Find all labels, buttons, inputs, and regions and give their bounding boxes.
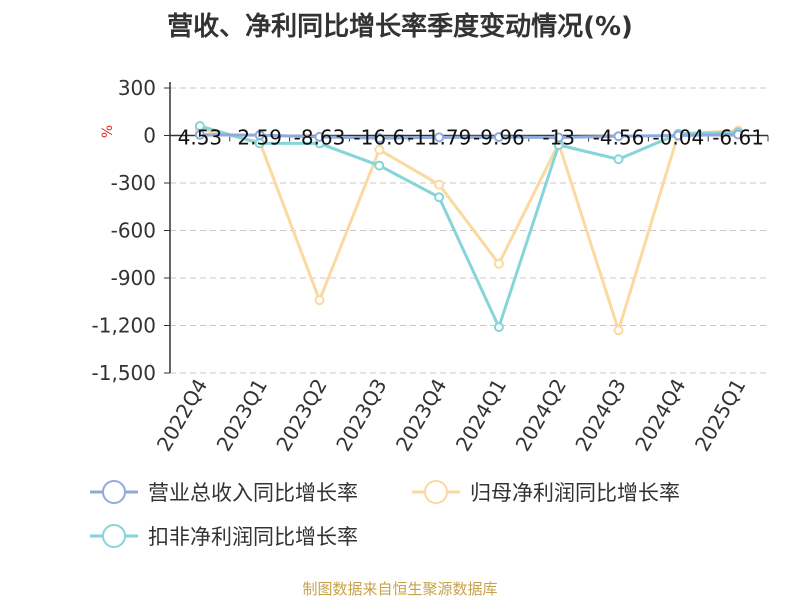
- data-point: [434, 192, 445, 203]
- y-tick-label: -1,200: [92, 314, 156, 338]
- data-label: -6.61: [712, 126, 764, 150]
- data-label: 4.53: [178, 126, 223, 150]
- data-point: [613, 325, 624, 336]
- data-point: [553, 132, 564, 143]
- x-tick-label: 2024Q4: [630, 375, 690, 456]
- x-tick-label: 2023Q3: [331, 375, 391, 456]
- data-point: [314, 131, 325, 142]
- series-line: [199, 124, 739, 329]
- x-tick-label: 2024Q1: [451, 375, 511, 456]
- x-tick-label: 2024Q2: [511, 375, 571, 456]
- data-label: -13: [542, 126, 575, 150]
- data-point: [434, 179, 445, 190]
- data-label: 2.59: [237, 126, 282, 150]
- data-point: [254, 130, 265, 141]
- x-tick-label: 2023Q1: [212, 375, 272, 456]
- data-label: -4.56: [593, 126, 645, 150]
- legend-marker: [102, 480, 126, 504]
- x-tick-label: 2024Q3: [570, 375, 630, 456]
- data-point: [374, 160, 385, 171]
- legend-label: 扣非净利润同比增长率: [148, 525, 358, 549]
- data-point: [194, 129, 205, 140]
- data-label: -8.63: [294, 126, 346, 150]
- data-point: [673, 130, 684, 141]
- data-point: [493, 258, 504, 269]
- series-line: [199, 127, 739, 332]
- legend-marker: [102, 524, 126, 548]
- y-tick-label: 300: [118, 76, 156, 100]
- y-tick-label: -600: [111, 219, 156, 243]
- data-point: [493, 322, 504, 333]
- y-axis-label: %: [100, 125, 116, 138]
- x-tick-label: 2025Q1: [690, 375, 750, 456]
- data-point: [434, 132, 445, 143]
- y-tick-label: -900: [111, 266, 156, 290]
- data-point: [613, 154, 624, 165]
- data-point: [374, 133, 385, 144]
- legend-item: 扣非净利润同比增长率: [90, 524, 358, 549]
- data-label: -9.96: [473, 126, 525, 150]
- x-tick-label: 2023Q4: [391, 374, 451, 455]
- data-source-note: 制图数据来自恒生聚源数据库: [302, 580, 498, 598]
- x-tick-label: 2023Q2: [271, 375, 331, 456]
- legend-marker: [424, 480, 448, 504]
- data-label: -0.04: [652, 126, 704, 150]
- data-point: [613, 131, 624, 142]
- legend-label: 营业总收入同比增长率: [148, 481, 358, 505]
- legend-item: 归母净利润同比增长率: [412, 480, 680, 505]
- data-point: [493, 132, 504, 143]
- y-tick-label: -1,500: [92, 361, 156, 385]
- series-line: [199, 132, 739, 140]
- data-label: -16.6: [353, 126, 405, 150]
- y-tick-label: 0: [143, 124, 156, 148]
- y-tick-label: -300: [111, 171, 156, 195]
- x-tick-label: 2022Q4: [152, 375, 212, 456]
- chart-title: 营收、净利同比增长率季度变动情况(%): [167, 12, 633, 42]
- legend-item: 营业总收入同比增长率: [90, 480, 358, 505]
- legend-label: 归母净利润同比增长率: [470, 481, 680, 505]
- data-point: [733, 129, 744, 140]
- data-label: -11.79: [407, 126, 471, 150]
- data-point: [314, 295, 325, 306]
- data-point: [374, 144, 385, 155]
